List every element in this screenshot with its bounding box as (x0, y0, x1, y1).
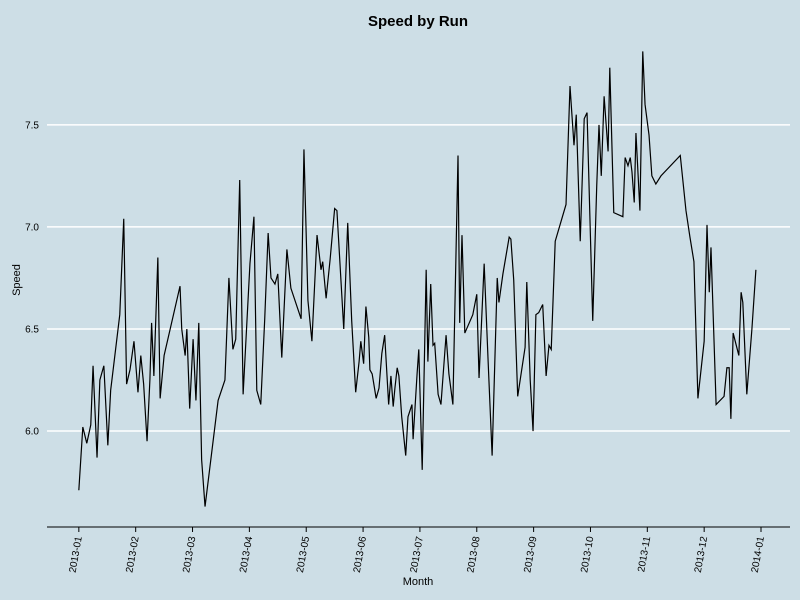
chart-title: Speed by Run (368, 13, 468, 30)
x-axis-label: Month (403, 576, 434, 588)
data-line (78, 51, 757, 507)
y-tick-label: 6.0 (25, 427, 39, 438)
y-tick-label: 7.0 (25, 222, 39, 233)
y-axis-label: Speed (11, 264, 23, 296)
y-tick-label: 6.5 (25, 324, 39, 335)
y-tick-label: 7.5 (25, 120, 39, 131)
